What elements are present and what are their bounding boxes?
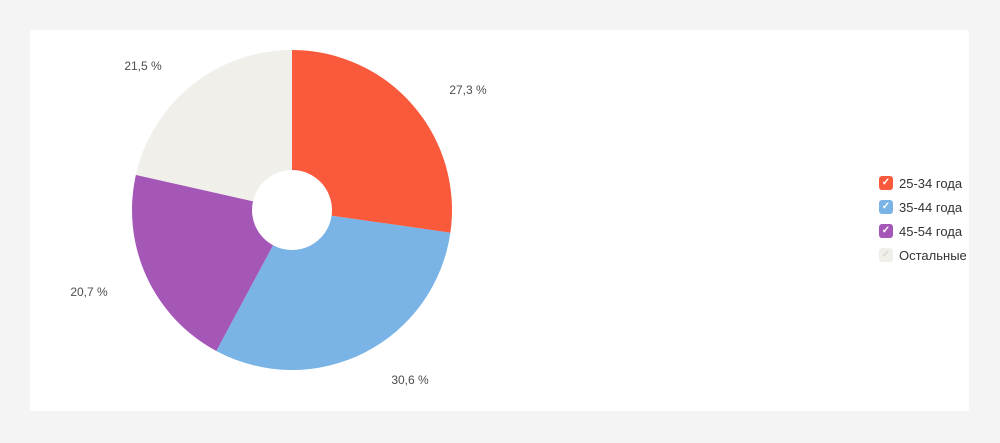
slice-percent-label-1: 30,6 % xyxy=(391,373,429,387)
legend-checkbox-0[interactable]: ✓ xyxy=(879,176,893,190)
legend-checkbox-2[interactable]: ✓ xyxy=(879,224,893,238)
legend-checkbox-3[interactable]: ✓ xyxy=(879,248,893,262)
chart-legend: ✓ 25-34 года ✓ 35-44 года ✓ 45-54 года ✓ Осталь… xyxy=(879,171,967,267)
pie-chart xyxy=(131,50,452,371)
check-icon: ✓ xyxy=(881,249,891,260)
slice-percent-label-3: 21,5 % xyxy=(124,59,162,73)
slice-percent-label-2: 20,7 % xyxy=(70,285,108,299)
slice-percent-label-0: 27,3 % xyxy=(449,83,487,97)
pie-slice-0[interactable] xyxy=(292,50,452,233)
legend-item-2[interactable]: ✓ 45-54 года xyxy=(879,219,967,243)
pie-slice-3[interactable] xyxy=(135,50,292,202)
legend-item-0[interactable]: ✓ 25-34 года xyxy=(879,171,967,195)
legend-item-label: 25-34 года xyxy=(899,175,963,191)
legend-item-1[interactable]: ✓ 35-44 года xyxy=(879,195,967,219)
pie-slice-2[interactable] xyxy=(131,174,274,351)
legend-item-label: Остальные xyxy=(899,247,967,263)
legend-item-label: 45-54 года xyxy=(899,223,963,239)
chart-card: 27,3 % 30,6 % 20,7 % 21,5 % ✓ 25-34 года ✓ 35-… xyxy=(30,30,969,411)
check-icon: ✓ xyxy=(881,201,891,212)
legend-item-label: 35-44 года xyxy=(899,199,963,215)
check-icon: ✓ xyxy=(881,225,891,236)
legend-checkbox-1[interactable]: ✓ xyxy=(879,200,893,214)
check-icon: ✓ xyxy=(881,177,891,188)
legend-item-3[interactable]: ✓ Остальные xyxy=(879,243,967,267)
pie-slice-1[interactable] xyxy=(216,215,451,371)
